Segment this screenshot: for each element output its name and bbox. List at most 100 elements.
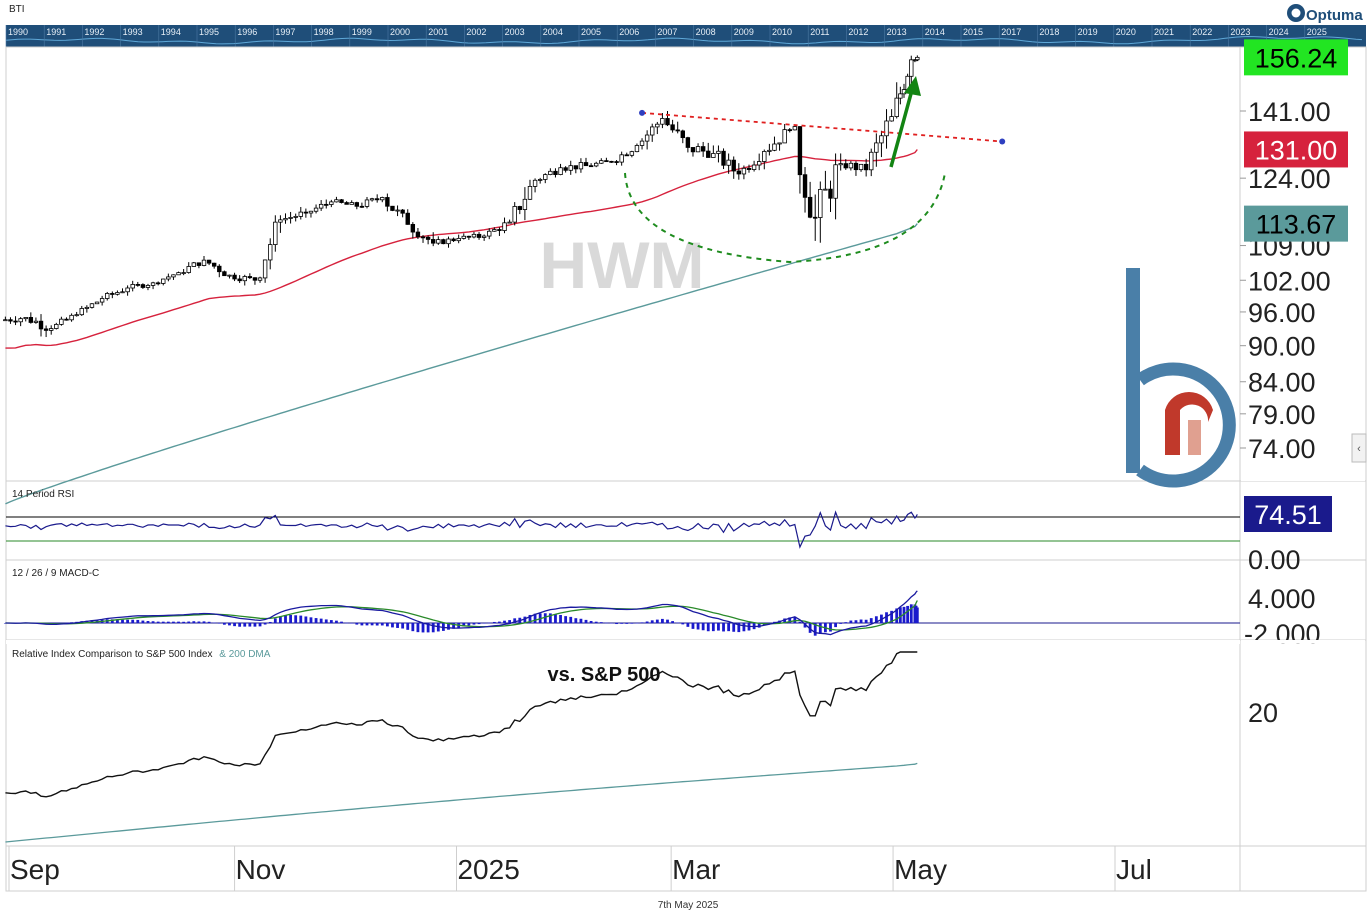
candle-up [125,287,130,293]
x-axis-label: May [894,854,947,885]
collapse-panel-tab[interactable]: ‹ [1351,433,1367,463]
candle-up [884,120,889,137]
macd-histogram-bar [610,623,613,624]
macd-histogram-bar [829,623,832,632]
macd-histogram-bar [360,623,364,626]
macd-histogram-bar [222,623,226,625]
candle-down [405,212,410,225]
candle-down [685,137,691,148]
candle-down [324,203,329,206]
candle-up [578,162,584,170]
candle-down [843,163,848,169]
candle-up [838,163,843,166]
candle-up [74,314,79,317]
candle-up [461,235,466,239]
macd-histogram-bar [289,614,292,623]
candle-down [232,274,237,280]
candle-down [196,262,202,266]
macd-histogram-bar [564,616,568,623]
overview-year-label: 1998 [314,27,334,37]
macd-histogram-bar [543,613,547,623]
macd-histogram-bar [110,619,114,623]
candle-down [222,271,227,277]
candle-up [772,143,777,151]
overview-year-label: 2021 [1154,27,1174,37]
candle-up [161,278,166,284]
macd-histogram-bar [869,618,873,623]
macd-histogram-bar [594,621,598,623]
candle-up [762,151,767,162]
candle-up [130,284,135,289]
candle-down [206,259,212,264]
macd-histogram-bar [192,621,196,623]
candle-up [33,320,39,323]
candle-up [537,179,543,181]
x-axis-label: Mar [672,854,720,885]
overview-year-label: 2000 [390,27,410,37]
overview-year-label: 1997 [275,27,295,37]
overview-year-label: 2001 [428,27,448,37]
overview-year-label: 2018 [1039,27,1059,37]
candle-down [13,320,18,323]
macd-histogram-bar [554,614,557,623]
macd-histogram-bar [228,623,231,626]
candle-up [298,211,303,217]
candle-down [247,276,253,279]
candle-up [629,151,635,156]
candle-up [166,276,171,280]
candle-up [558,167,563,175]
macd-histogram-bar [385,623,389,627]
overview-year-label: 2005 [581,27,601,37]
macd-histogram-bar [503,620,506,623]
macd-histogram-bar [345,622,349,624]
macd-histogram-bar [757,623,761,628]
overview-year-label: 2023 [1230,27,1250,37]
trendline-start-point [639,109,646,116]
macd-histogram-bar [701,623,705,631]
candle-down [614,161,619,163]
candle-down [354,202,360,207]
macd-histogram-bar [732,623,736,632]
macd-histogram-bar [783,618,787,623]
macd-histogram-bar [212,622,216,624]
macd-histogram-bar [798,621,802,623]
macd-histogram-bar [655,619,659,623]
macd-histogram-bar [742,623,746,632]
macd-histogram-bar [864,619,868,623]
overview-year-label: 1996 [237,27,257,37]
panel-frames [5,46,1367,892]
candle-up [288,217,293,219]
candle-down [38,320,44,330]
macd-histogram-bar [375,623,379,626]
macd-histogram-bar [650,620,654,623]
macd-histogram-bar [640,622,644,623]
macd-histogram-bar [294,615,298,623]
macd-histogram-bar [915,607,919,623]
candle-up [227,274,232,277]
relative-200dma-line [5,762,918,843]
macd-histogram-bar [620,623,624,624]
macd-histogram-bar [299,615,303,623]
candle-up [522,198,528,210]
overview-year-label: 2008 [696,27,716,37]
candle-down [415,231,421,238]
candle-down [675,129,680,132]
macd-line [5,590,918,636]
candle-down [431,239,436,244]
macd-histogram-bar [681,623,685,625]
macd-histogram-bar [909,604,913,623]
overview-year-label: 2024 [1269,27,1289,37]
candle-down [400,209,405,214]
macd-histogram-bar [121,619,124,623]
candle-down [390,205,395,211]
overview-year-label: 1994 [161,27,181,37]
relative-axis-tick: 20 [1248,698,1278,728]
chevron-left-icon: ‹ [1357,443,1361,455]
candle-up [293,216,298,218]
macd-histogram-bar [615,623,618,625]
ticker-code: BTI [9,4,25,15]
candle-down [807,196,813,218]
price-panel [3,55,1006,505]
last-price-box [1244,39,1348,76]
